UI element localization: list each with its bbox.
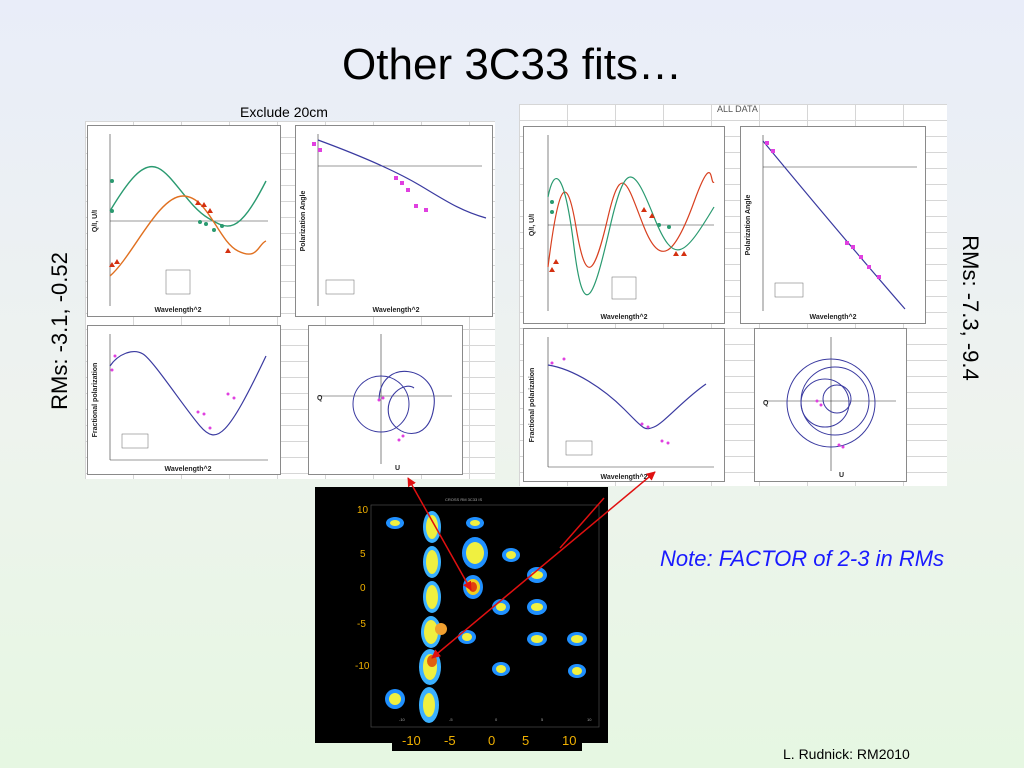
svg-text:-5: -5 — [449, 717, 453, 722]
arrow-left-to-map — [407, 477, 472, 591]
svg-text:10: 10 — [587, 717, 592, 722]
map-x-tick: 0 — [488, 733, 496, 748]
arrow-right-to-map — [431, 471, 656, 659]
right-qu-plane-qlabel: Q — [763, 400, 769, 407]
right-angle-panel: Wavelength^2 Polarization Angle — [740, 126, 926, 324]
left-frac-panel: Wavelength^2 Fractional polarization — [87, 325, 281, 475]
right-qu-panel: Wavelength^2 Q/I, U/I — [523, 126, 725, 324]
svg-text:-10: -10 — [399, 717, 406, 722]
left-qu-plane-qlabel: Q — [317, 395, 323, 402]
left-qu-ylabel: Q/I, U/I — [92, 210, 99, 232]
map-x-tick: 5 — [522, 733, 530, 748]
left-qu-plane-panel: Q U — [308, 325, 463, 475]
left-angle-panel: Wavelength^2 Polarization Angle — [295, 125, 493, 317]
note-text: Note: FACTOR of 2-3 in RMs — [660, 546, 945, 571]
svg-text:5: 5 — [541, 717, 544, 722]
map-x-ticks-inner: -10 -5 0 5 10 — [399, 717, 592, 722]
left-angle-xlabel: Wavelength^2 — [372, 306, 419, 314]
right-caption: ALL DATA — [717, 104, 758, 114]
map-x-tick: -10 — [402, 733, 421, 748]
right-qu-plane-ulabel: U — [839, 472, 844, 479]
right-frac-ylabel: Fractional polarization — [529, 368, 536, 443]
left-frac-ylabel: Fractional polarization — [92, 363, 99, 438]
svg-text:0: 0 — [360, 583, 366, 594]
map-x-tick: -5 — [444, 733, 456, 748]
right-angle-xlabel: Wavelength^2 — [809, 313, 856, 321]
svg-text:5: 5 — [360, 549, 366, 560]
right-spreadsheet: ALL DATA Wavelength^2 Q/I, U/I W — [519, 104, 947, 486]
map-x-tick: 10 — [562, 733, 577, 748]
left-qu-panel: Wavelength^2 Q/I, U/I — [87, 125, 281, 317]
svg-text:0: 0 — [495, 717, 498, 722]
map-x-ticks: -10 -5 0 5 10 — [392, 731, 582, 751]
right-qu-plane-panel: Q U — [754, 328, 907, 482]
left-caption: Exclude 20cm — [240, 104, 328, 120]
left-qu-xlabel: Wavelength^2 — [154, 306, 201, 314]
left-angle-ylabel: Polarization Angle — [300, 190, 307, 251]
svg-text:10: 10 — [357, 505, 369, 516]
right-frac-panel: Wavelength^2 Fractional polarization — [523, 328, 725, 482]
right-qu-ylabel: Q/I, U/I — [529, 214, 536, 236]
left-qu-plane-ulabel: U — [395, 465, 400, 472]
left-spreadsheet: Wavelength^2 Q/I, U/I Wavelength^2 Polar… — [85, 121, 495, 479]
svg-text:-5: -5 — [357, 619, 366, 630]
right-qu-xlabel: Wavelength^2 — [600, 313, 647, 321]
slide-title: Other 3C33 fits… — [342, 40, 682, 89]
credit-text: L. Rudnick: RM2010 — [783, 746, 910, 762]
left-frac-xlabel: Wavelength^2 — [164, 465, 211, 473]
map-y-ticks: 10 5 0 -5 -10 — [355, 505, 370, 672]
svg-text:-10: -10 — [355, 661, 370, 672]
right-angle-ylabel: Polarization Angle — [745, 194, 752, 255]
arrow-map-diagonal — [559, 497, 605, 549]
